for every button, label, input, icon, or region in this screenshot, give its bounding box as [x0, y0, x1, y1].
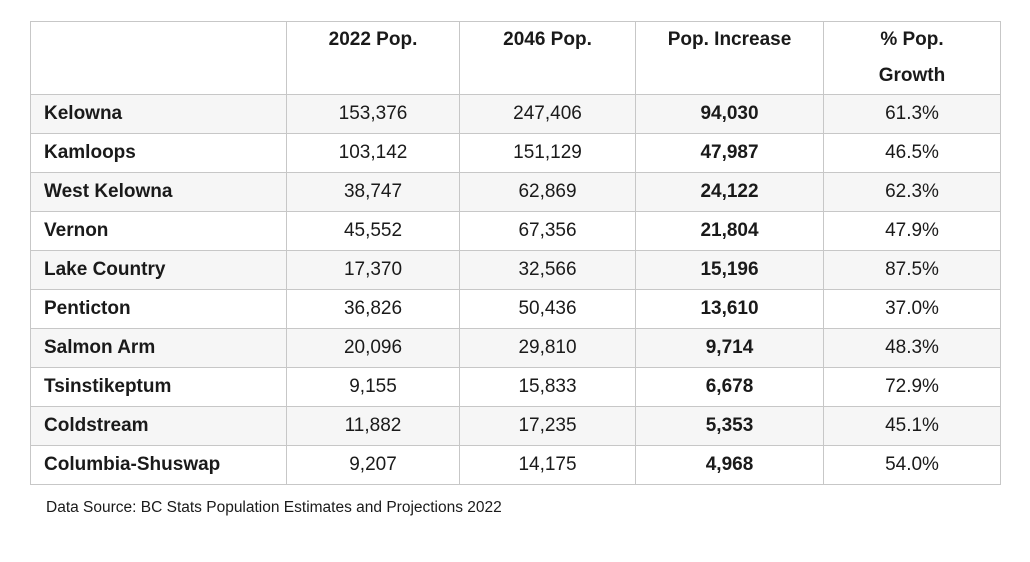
table-row: Lake Country 17,370 32,566 15,196 87.5% — [30, 250, 1001, 290]
table-header-row: 2022 Pop. 2046 Pop. Pop. Increase % Pop.… — [30, 21, 1001, 95]
pct-growth-value: 54.0% — [823, 445, 1001, 485]
pop-2046-value: 15,833 — [459, 367, 636, 407]
column-header-2022-pop: 2022 Pop. — [286, 21, 460, 95]
pop-2046-value: 14,175 — [459, 445, 636, 485]
pop-increase-value: 9,714 — [635, 328, 824, 368]
table-row: Kelowna 153,376 247,406 94,030 61.3% — [30, 94, 1001, 134]
column-header-municipality — [30, 21, 287, 95]
pop-increase-value: 21,804 — [635, 211, 824, 251]
pct-growth-value: 47.9% — [823, 211, 1001, 251]
pop-increase-value: 13,610 — [635, 289, 824, 329]
pop-2022-value: 103,142 — [286, 133, 460, 173]
pop-increase-value: 47,987 — [635, 133, 824, 173]
population-table: 2022 Pop. 2046 Pop. Pop. Increase % Pop.… — [30, 21, 1001, 485]
table-body: Kelowna 153,376 247,406 94,030 61.3% Kam… — [30, 94, 1001, 485]
pct-growth-value: 87.5% — [823, 250, 1001, 290]
pop-2022-value: 11,882 — [286, 406, 460, 446]
column-header-2046-pop: 2046 Pop. — [459, 21, 636, 95]
municipality-name: Penticton — [30, 289, 287, 329]
table-row: Columbia-Shuswap 9,207 14,175 4,968 54.0… — [30, 445, 1001, 485]
pop-2046-value: 151,129 — [459, 133, 636, 173]
municipality-name: Tsinstikeptum — [30, 367, 287, 407]
municipality-name: Vernon — [30, 211, 287, 251]
municipality-name: Salmon Arm — [30, 328, 287, 368]
table-header: 2022 Pop. 2046 Pop. Pop. Increase % Pop.… — [30, 21, 1001, 95]
pop-2046-value: 67,356 — [459, 211, 636, 251]
municipality-name: Coldstream — [30, 406, 287, 446]
column-header-pct-pop-growth: % Pop. Growth — [823, 21, 1001, 95]
pct-growth-value: 72.9% — [823, 367, 1001, 407]
pop-increase-value: 15,196 — [635, 250, 824, 290]
municipality-name: Columbia-Shuswap — [30, 445, 287, 485]
population-table-container: 2022 Pop. 2046 Pop. Pop. Increase % Pop.… — [30, 21, 1001, 485]
pct-growth-value: 48.3% — [823, 328, 1001, 368]
municipality-name: West Kelowna — [30, 172, 287, 212]
table-row: West Kelowna 38,747 62,869 24,122 62.3% — [30, 172, 1001, 212]
municipality-name: Kamloops — [30, 133, 287, 173]
pop-2046-value: 247,406 — [459, 94, 636, 134]
pop-2022-value: 45,552 — [286, 211, 460, 251]
table-row: Kamloops 103,142 151,129 47,987 46.5% — [30, 133, 1001, 173]
pop-2022-value: 17,370 — [286, 250, 460, 290]
pop-2022-value: 20,096 — [286, 328, 460, 368]
pop-2022-value: 9,155 — [286, 367, 460, 407]
pop-2046-value: 32,566 — [459, 250, 636, 290]
municipality-name: Kelowna — [30, 94, 287, 134]
table-row: Coldstream 11,882 17,235 5,353 45.1% — [30, 406, 1001, 446]
table-row: Tsinstikeptum 9,155 15,833 6,678 72.9% — [30, 367, 1001, 407]
municipality-name: Lake Country — [30, 250, 287, 290]
pop-2022-value: 153,376 — [286, 94, 460, 134]
pct-growth-value: 61.3% — [823, 94, 1001, 134]
table-row: Vernon 45,552 67,356 21,804 47.9% — [30, 211, 1001, 251]
pop-2046-value: 29,810 — [459, 328, 636, 368]
pop-2046-value: 62,869 — [459, 172, 636, 212]
pop-increase-value: 5,353 — [635, 406, 824, 446]
table-row: Salmon Arm 20,096 29,810 9,714 48.3% — [30, 328, 1001, 368]
pop-2022-value: 38,747 — [286, 172, 460, 212]
pop-2046-value: 17,235 — [459, 406, 636, 446]
pop-2022-value: 9,207 — [286, 445, 460, 485]
pct-growth-value: 62.3% — [823, 172, 1001, 212]
pop-increase-value: 94,030 — [635, 94, 824, 134]
column-header-pop-increase: Pop. Increase — [635, 21, 824, 95]
pop-increase-value: 4,968 — [635, 445, 824, 485]
pct-growth-value: 46.5% — [823, 133, 1001, 173]
pop-2046-value: 50,436 — [459, 289, 636, 329]
pct-growth-value: 37.0% — [823, 289, 1001, 329]
pop-2022-value: 36,826 — [286, 289, 460, 329]
data-source-note: Data Source: BC Stats Population Estimat… — [46, 499, 502, 516]
table-row: Penticton 36,826 50,436 13,610 37.0% — [30, 289, 1001, 329]
pop-increase-value: 24,122 — [635, 172, 824, 212]
pop-increase-value: 6,678 — [635, 367, 824, 407]
pct-growth-value: 45.1% — [823, 406, 1001, 446]
